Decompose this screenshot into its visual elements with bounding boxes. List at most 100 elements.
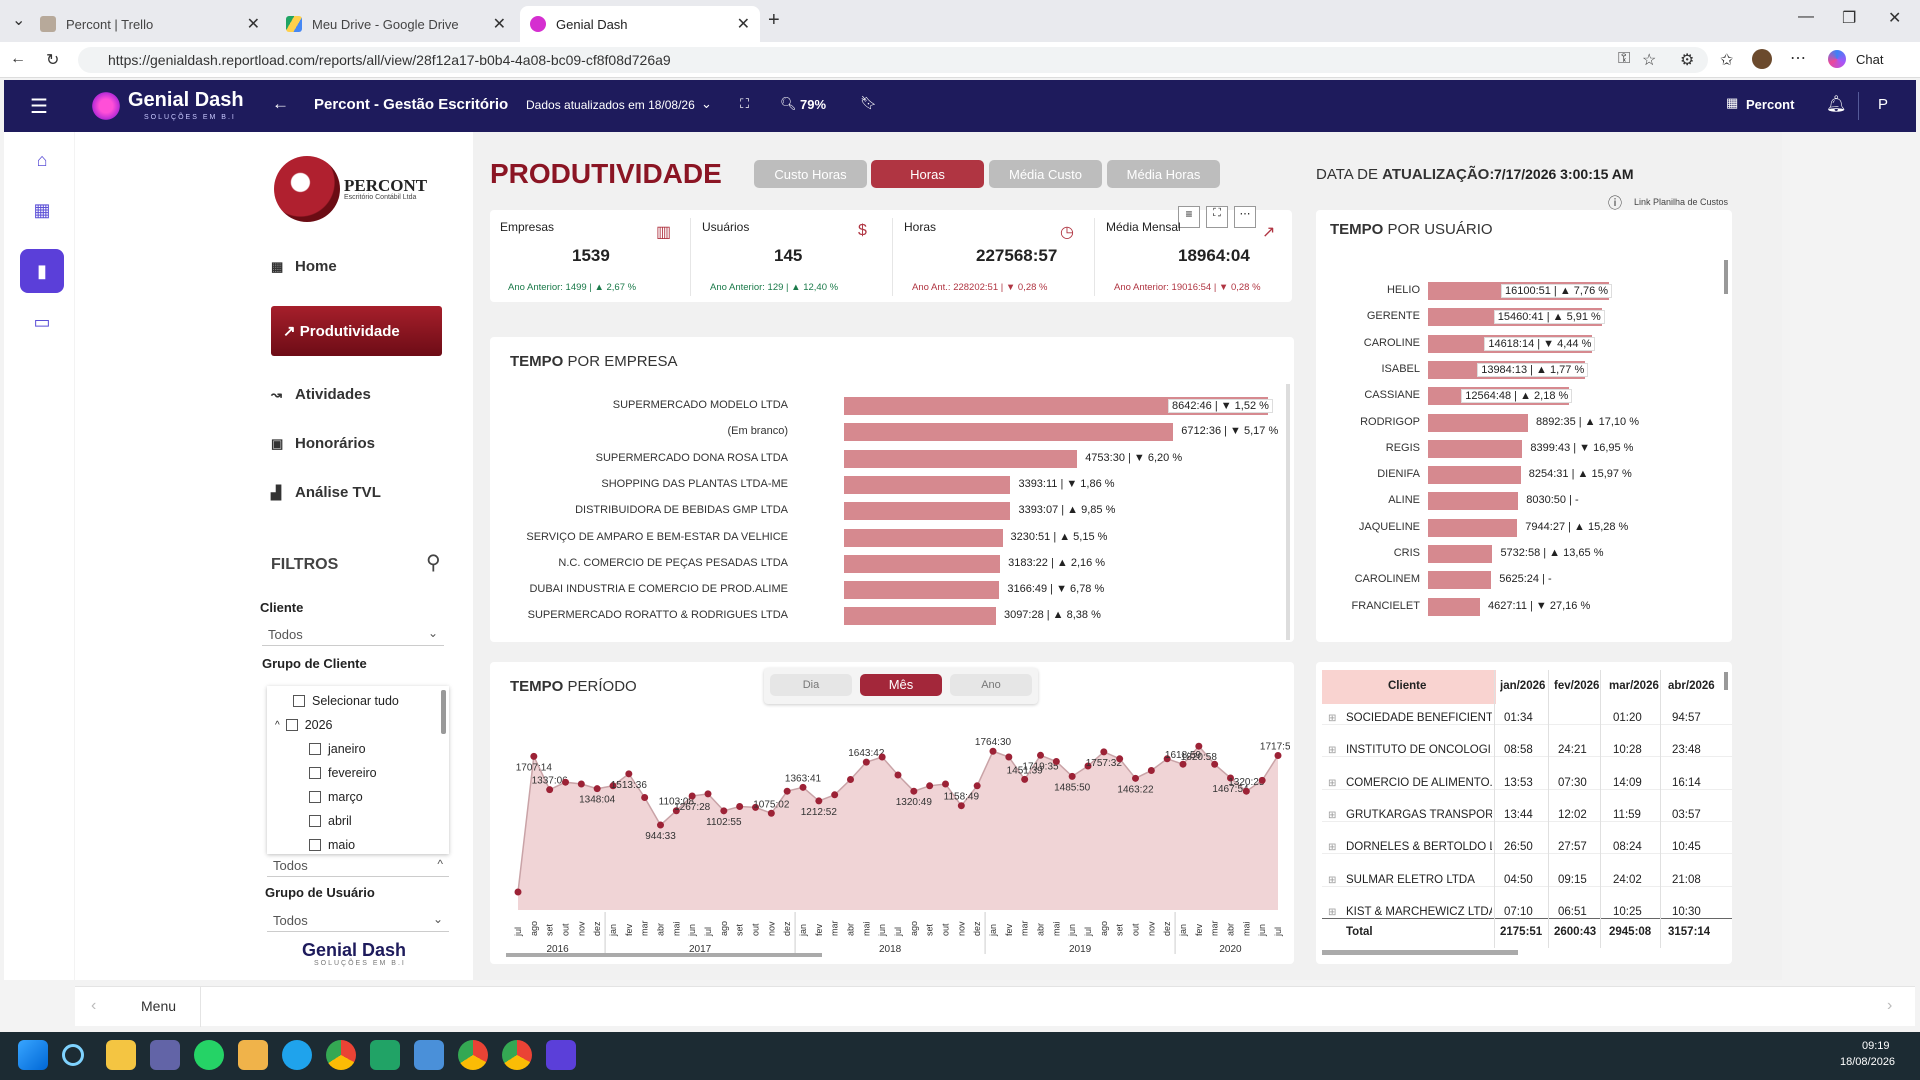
- data-point[interactable]: [926, 782, 934, 790]
- data-point[interactable]: [957, 802, 965, 810]
- data-point[interactable]: [767, 809, 775, 817]
- select-all-option[interactable]: Selecionar tudo: [293, 694, 399, 708]
- close-window-icon[interactable]: ✕: [1888, 10, 1902, 27]
- data-point[interactable]: [688, 792, 696, 800]
- data-point[interactable]: [878, 753, 886, 761]
- url-field[interactable]: https://genialdash.reportload.com/report…: [78, 47, 1708, 73]
- data-point[interactable]: [973, 782, 981, 790]
- notification-bell-icon[interactable]: 🔔︎: [1826, 96, 1847, 113]
- chrome-profile-2-icon[interactable]: [502, 1040, 532, 1070]
- empresa-scrollbar[interactable]: [1286, 384, 1290, 640]
- column-header[interactable]: Cliente: [1388, 680, 1427, 692]
- chart-scrollbar[interactable]: [506, 953, 822, 957]
- data-point[interactable]: [783, 787, 791, 795]
- data-point[interactable]: [1100, 748, 1108, 756]
- data-point[interactable]: [530, 752, 538, 760]
- data-point[interactable]: [1021, 775, 1029, 783]
- usuario-bar[interactable]: [1428, 466, 1521, 485]
- genial-app-icon[interactable]: [546, 1040, 576, 1070]
- new-tab-icon[interactable]: +: [768, 9, 780, 31]
- notes-icon[interactable]: [238, 1040, 268, 1070]
- more-icon[interactable]: ⋯: [1790, 50, 1806, 67]
- reload-icon[interactable]: ↻: [46, 52, 60, 69]
- scrollbar[interactable]: [441, 690, 446, 734]
- chat-label[interactable]: Chat: [1856, 52, 1884, 67]
- search-icon[interactable]: [62, 1044, 84, 1066]
- data-point[interactable]: [1242, 787, 1250, 795]
- fit-screen-icon[interactable]: ⛶: [740, 96, 750, 111]
- chrome-icon[interactable]: [326, 1040, 356, 1070]
- data-point[interactable]: [799, 783, 807, 791]
- data-point[interactable]: [736, 803, 744, 810]
- month-option[interactable]: janeiro: [309, 742, 366, 756]
- data-point[interactable]: [1258, 776, 1266, 784]
- tab-list-icon[interactable]: ⌄: [12, 12, 26, 29]
- period-dropdown[interactable]: Todos ^: [267, 855, 449, 877]
- checkbox[interactable]: [309, 767, 321, 779]
- zoom-level[interactable]: 79%: [800, 97, 827, 112]
- info-icon[interactable]: ⓘ: [1608, 195, 1622, 211]
- reports-chart-icon[interactable]: ▮: [20, 249, 64, 293]
- toggle-dia[interactable]: Dia: [770, 674, 852, 696]
- empresa-bar[interactable]: [844, 607, 996, 626]
- column-header[interactable]: fev/2026: [1554, 680, 1600, 692]
- data-point[interactable]: [910, 787, 918, 795]
- data-point[interactable]: [815, 797, 823, 805]
- cliente-dropdown[interactable]: Todos ⌄: [262, 624, 444, 646]
- expand-icon[interactable]: ⊞: [1328, 713, 1337, 724]
- empresa-bar[interactable]: [844, 554, 1001, 573]
- data-point[interactable]: [1052, 758, 1060, 765]
- data-point[interactable]: [1227, 774, 1234, 782]
- column-header[interactable]: mar/2026: [1609, 680, 1659, 692]
- usuario-scrollbar[interactable]: [1724, 260, 1728, 294]
- toggle-media-horas[interactable]: Média Horas: [1107, 160, 1220, 188]
- browser-tab-trello[interactable]: Percont | Trello ✕: [30, 6, 270, 42]
- data-point[interactable]: [672, 807, 680, 815]
- favorite-star-icon[interactable]: ☆: [1642, 52, 1657, 69]
- data-point[interactable]: [989, 747, 997, 755]
- data-point[interactable]: [942, 780, 949, 788]
- data-point[interactable]: [514, 888, 522, 896]
- filter-icon[interactable]: ≡: [1178, 206, 1200, 228]
- hamburger-menu-icon[interactable]: ☰: [30, 96, 48, 118]
- expand-icon[interactable]: ⊞: [1328, 809, 1337, 821]
- back-arrow-icon[interactable]: ←: [272, 94, 289, 113]
- data-point[interactable]: [1195, 742, 1203, 750]
- minimize-icon[interactable]: —: [1798, 8, 1814, 25]
- month-option[interactable]: maio: [309, 838, 355, 852]
- checkbox[interactable]: [285, 719, 298, 731]
- usuario-bar[interactable]: [1428, 545, 1493, 563]
- data-point[interactable]: [593, 785, 601, 793]
- data-point[interactable]: [1005, 753, 1013, 761]
- data-point[interactable]: [641, 794, 649, 801]
- edge-icon[interactable]: [282, 1040, 312, 1070]
- copilot-icon[interactable]: [1828, 50, 1846, 68]
- empresa-bar[interactable]: [844, 475, 1011, 494]
- usuario-bar[interactable]: [1428, 571, 1492, 590]
- profile-avatar[interactable]: [1752, 49, 1772, 69]
- data-point[interactable]: [1068, 772, 1076, 780]
- checkbox[interactable]: [309, 839, 321, 851]
- month-option[interactable]: fevereiro: [309, 766, 377, 780]
- usuario-bar[interactable]: [1428, 492, 1519, 511]
- restore-icon[interactable]: ❐: [1842, 10, 1857, 27]
- data-point[interactable]: [1084, 762, 1092, 770]
- menu-tab[interactable]: Menu: [141, 998, 177, 1014]
- data-point[interactable]: [1147, 767, 1155, 774]
- link-planilha[interactable]: Link Planilha de Custos: [1634, 197, 1729, 207]
- month-option[interactable]: abril: [309, 814, 352, 828]
- bookmark-icon[interactable]: 🔖︎: [860, 95, 877, 110]
- data-point[interactable]: [831, 791, 839, 799]
- dashboard-icon[interactable]: ▦: [33, 199, 51, 220]
- usuario-bar[interactable]: [1428, 597, 1481, 616]
- next-page-icon[interactable]: ›: [1887, 997, 1893, 1014]
- close-tab-icon[interactable]: ✕: [492, 16, 506, 33]
- checkbox[interactable]: [309, 743, 321, 755]
- data-point[interactable]: [1037, 751, 1044, 759]
- focus-mode-icon[interactable]: ⛶: [1206, 206, 1228, 228]
- browser-tab-genial[interactable]: Genial Dash ✕: [520, 6, 760, 42]
- empresa-bar[interactable]: [844, 581, 1000, 600]
- toggle-ano[interactable]: Ano: [950, 674, 1032, 696]
- home-icon[interactable]: ⌂: [36, 149, 48, 170]
- usuario-bar[interactable]: [1428, 439, 1523, 458]
